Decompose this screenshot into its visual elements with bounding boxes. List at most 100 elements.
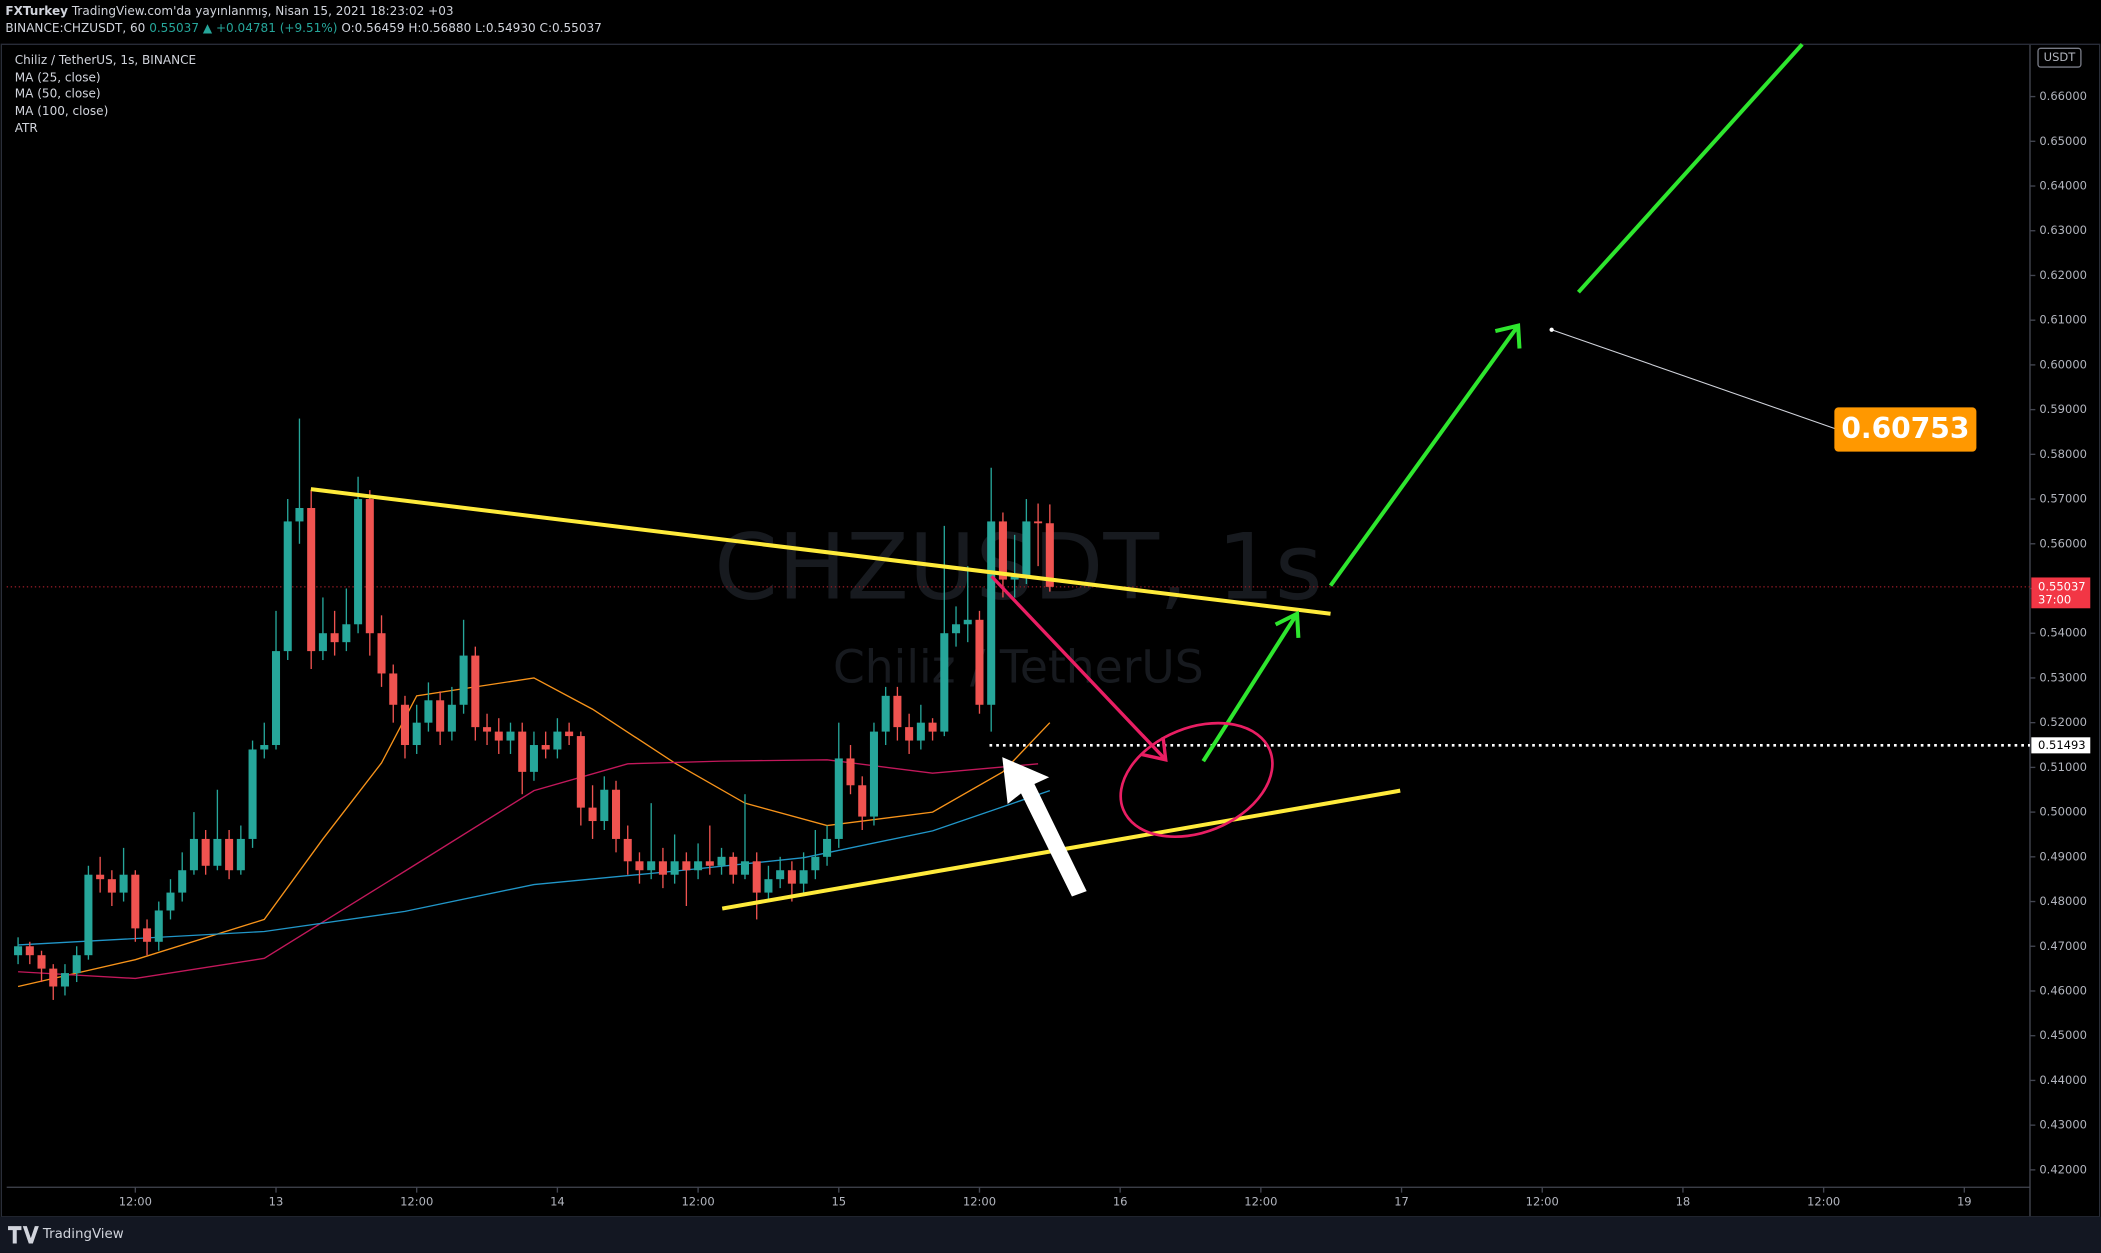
x-tick-label: 17 — [1394, 1194, 1409, 1208]
candle-body — [459, 655, 468, 705]
candle-body — [25, 946, 34, 956]
x-tick-label: 12:00 — [119, 1194, 152, 1208]
candle-body — [893, 695, 902, 728]
y-tick-label: 0.53000 — [2039, 670, 2087, 684]
y-tick-label: 0.51000 — [2039, 760, 2087, 774]
candle-body — [1010, 575, 1019, 580]
y-tick-label: 0.62000 — [2039, 268, 2087, 282]
callout-point — [1549, 327, 1554, 332]
candle-body — [178, 870, 187, 893]
y-tick-label: 0.54000 — [2039, 626, 2087, 640]
candle-body — [201, 838, 210, 866]
candle-body — [541, 745, 550, 750]
y-tick-label: 0.50000 — [2039, 805, 2087, 819]
candle-body — [729, 856, 738, 875]
plot-area — [6, 418, 2030, 1000]
watermark: CHZUSDT, 1s Chiliz / TetherUS — [714, 514, 1322, 693]
candle-body — [225, 838, 234, 871]
candle-body — [283, 521, 292, 652]
candle-body — [752, 861, 761, 893]
candle-body — [354, 499, 363, 625]
y-tick-label: 0.46000 — [2039, 983, 2087, 997]
callout-box — [1834, 407, 1977, 452]
header-line: FXTurkey TradingView.com'da yayınlanmış,… — [5, 3, 453, 17]
watermark-name: Chiliz / TetherUS — [833, 641, 1204, 694]
y-tick-label: 0.44000 — [2039, 1073, 2087, 1087]
x-tick-label: 18 — [1676, 1194, 1691, 1208]
candle-body — [84, 874, 93, 956]
logo — [8, 1226, 39, 1244]
candle-body — [670, 861, 679, 875]
circle — [1119, 721, 1274, 839]
candle-body — [658, 861, 667, 875]
x-tick-label: 12:00 — [681, 1194, 714, 1208]
candle-body — [811, 856, 820, 871]
ma-line — [17, 677, 1051, 988]
candle-body — [318, 633, 327, 652]
candle-body — [295, 508, 304, 522]
candle-body — [377, 633, 386, 674]
candle-body — [1034, 521, 1043, 524]
candle-body — [987, 521, 996, 705]
candle-body — [49, 968, 58, 987]
candle-body — [975, 619, 984, 705]
candle-body — [565, 731, 574, 737]
footer — [0, 1216, 2101, 1253]
candle-body — [740, 861, 750, 875]
y-tick-label: 0.65000 — [2039, 134, 2087, 148]
y-tick-label: 0.43000 — [2039, 1118, 2087, 1132]
pointer-arrow — [1002, 757, 1087, 897]
arrow — [990, 575, 1168, 762]
y-tick-label: 0.47000 — [2039, 939, 2087, 953]
y-tick-label: 0.42000 — [2039, 1162, 2087, 1176]
candle-body — [635, 861, 644, 871]
legend-entry: MA (25, close) — [15, 70, 101, 84]
header-line: BINANCE:CHZUSDT, 60 0.55037 ▲ +0.04781 (… — [5, 21, 601, 35]
candle-body — [483, 727, 492, 732]
ohlc: C:0.55037 — [540, 21, 602, 35]
candle-body — [928, 722, 937, 732]
candle-body — [823, 838, 832, 857]
candle-body — [916, 722, 925, 741]
trend-line — [310, 487, 1331, 616]
drawings: 0.60753 — [310, 42, 1977, 911]
currency-badge[interactable] — [2037, 47, 2082, 68]
candle-body — [143, 928, 152, 942]
level-label: 0.51493 — [2038, 738, 2086, 752]
publisher: FXTurkey — [5, 3, 68, 17]
x-tick-label: 12:00 — [1244, 1194, 1277, 1208]
candle-body — [799, 870, 808, 884]
ohlc: O:0.56459 — [341, 21, 404, 35]
candle-body — [389, 673, 398, 705]
legend-title: Chiliz / TetherUS, 1s, BINANCE — [15, 53, 196, 67]
x-tick-label: 12:00 — [400, 1194, 433, 1208]
candle-body — [506, 731, 515, 741]
candle-body — [881, 695, 890, 732]
candle-body — [858, 785, 867, 817]
candle-body — [471, 655, 480, 728]
last: 0.55037 — [149, 21, 199, 35]
candle-body — [166, 892, 175, 911]
candle-body — [107, 879, 116, 893]
candle-body — [834, 758, 843, 839]
candle-body — [952, 624, 961, 634]
footer-brand[interactable]: TradingView — [42, 1227, 124, 1242]
y-tick-label: 0.60000 — [2039, 357, 2087, 371]
candle-body — [600, 789, 609, 822]
published: TradingView.com'da yayınlanmış, Nisan 15… — [71, 3, 454, 17]
ohlc: H:0.56880 — [408, 21, 471, 35]
candle-body — [424, 700, 433, 723]
header: FXTurkey TradingView.com'da yayınlanmış,… — [5, 3, 601, 34]
x-tick-label: 19 — [1957, 1194, 1972, 1208]
candle-body — [998, 521, 1007, 580]
y-tick-label: 0.48000 — [2039, 894, 2087, 908]
ohlc: L:0.54930 — [475, 21, 536, 35]
candle-body — [365, 499, 374, 634]
arrow — [1328, 323, 1522, 587]
y-tick-label: 0.57000 — [2039, 492, 2087, 506]
candle-body — [412, 722, 421, 746]
x-tick-label: 12:00 — [1807, 1194, 1840, 1208]
x-tick-label: 16 — [1113, 1194, 1128, 1208]
